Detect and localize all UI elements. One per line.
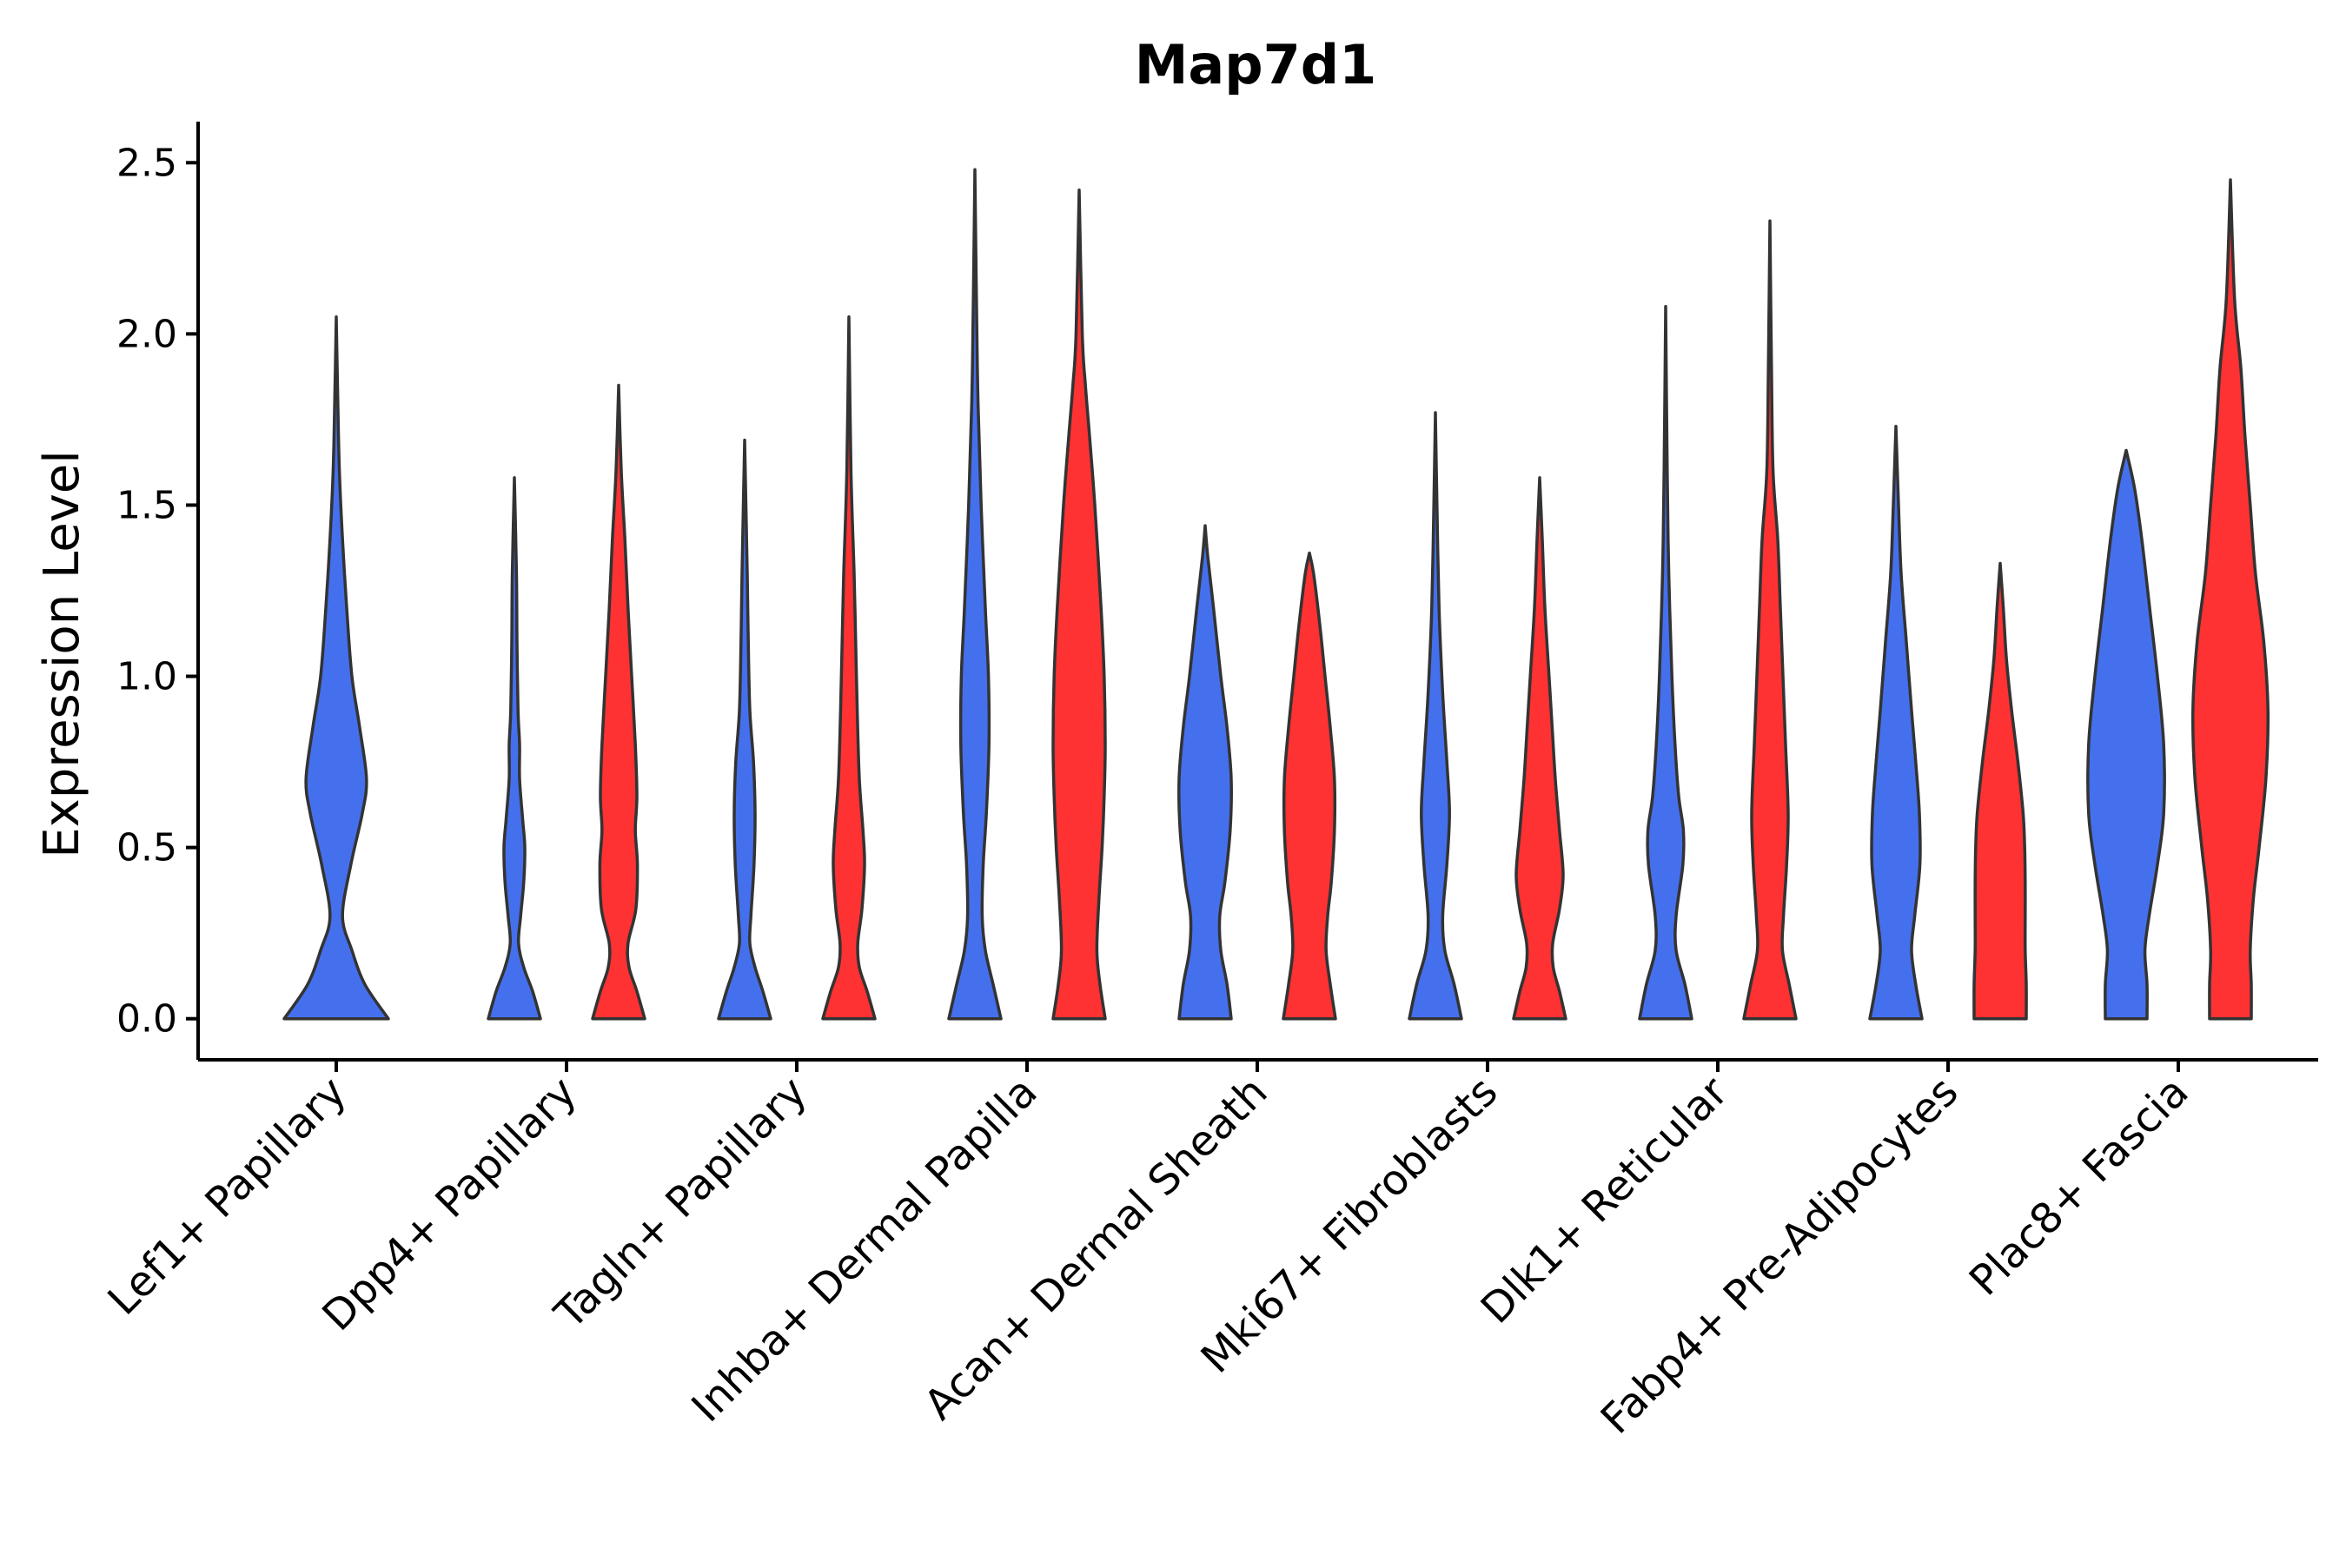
y-tick-label: 0.0 — [116, 997, 177, 1042]
violin-group2-2 — [821, 314, 877, 1021]
y-tick-label: 2.5 — [116, 141, 177, 185]
y-tick-label: 0.5 — [116, 826, 177, 870]
violin-group1-5 — [1408, 411, 1463, 1021]
y-tick-label: 2.0 — [116, 312, 177, 356]
violin-group2-1 — [591, 383, 646, 1021]
x-tick-label: Dpp4+ Papillary — [313, 1068, 586, 1340]
violin-group1-7 — [1868, 425, 1924, 1021]
violin-group2-3 — [1051, 189, 1107, 1021]
violin-group1-2 — [717, 438, 772, 1021]
x-tick-label: Tagln+ Papillary — [545, 1068, 816, 1339]
y-tick-label: 1.0 — [116, 655, 177, 699]
violin-group1-8 — [2086, 448, 2166, 1021]
violin-group1-3 — [947, 168, 1003, 1021]
chart-title: Map7d1 — [1135, 33, 1377, 96]
violin-group1-6 — [1638, 305, 1693, 1021]
violins-layer — [282, 168, 2270, 1021]
violin-group2-8 — [2190, 178, 2270, 1021]
y-axis: 0.0 0.5 1.0 1.5 2.0 2.5 — [116, 122, 200, 1060]
y-tick-label: 1.5 — [116, 483, 177, 527]
violin-group2-6 — [1742, 219, 1798, 1021]
violin-group2-7 — [1972, 561, 2028, 1021]
y-axis-label: Expression Level — [34, 450, 90, 858]
x-tick-label: Plac8+ Fascia — [1960, 1068, 2198, 1306]
x-tick-label: Lef1+ Papillary — [99, 1068, 356, 1325]
x-tick-label: Dlk1+ Reticular — [1472, 1068, 1738, 1333]
violin-group1-0 — [282, 314, 390, 1021]
violin-group2-5 — [1512, 476, 1567, 1021]
violin-group1-4 — [1177, 524, 1233, 1021]
violin-group1-1 — [487, 476, 542, 1021]
violin-group2-4 — [1282, 551, 1337, 1021]
